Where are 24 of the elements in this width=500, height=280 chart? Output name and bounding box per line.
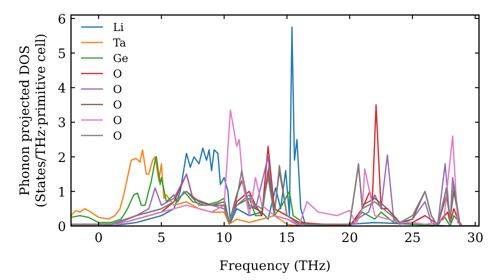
x-tick-label: 0 xyxy=(94,231,103,246)
y-tick-label: 6 xyxy=(58,12,66,28)
legend-label: O xyxy=(113,98,122,112)
x-tick-label: 5 xyxy=(157,231,166,246)
legend-label: O xyxy=(113,130,122,142)
y-axis-title: Phonon projected DOS (States/THz·primitive cell) xyxy=(18,33,49,208)
y-tick-label: 1 xyxy=(58,185,66,200)
x-tick-label: 20 xyxy=(341,231,358,246)
x-tick-label: 25 xyxy=(404,231,421,246)
y-tick-label: 2 xyxy=(58,150,66,166)
x-axis-title: Frequency (THz) xyxy=(219,259,331,274)
legend-label: O xyxy=(113,68,122,80)
x-tick-label: 10 xyxy=(216,231,232,246)
y-tick-label: 5 xyxy=(58,47,66,62)
x-tick-label: 30 xyxy=(466,231,484,246)
legend-label: O xyxy=(113,83,122,96)
y-tick-label: 4 xyxy=(58,82,66,97)
y-tick-label: 3 xyxy=(58,116,66,132)
legend-label: Ta xyxy=(113,36,126,50)
legend-label: Ge xyxy=(113,52,128,65)
x-tick-label: 15 xyxy=(278,231,296,246)
y-tick-label: 0 xyxy=(58,220,66,235)
legend-label: O xyxy=(113,114,122,127)
legend-label: Li xyxy=(113,21,124,34)
